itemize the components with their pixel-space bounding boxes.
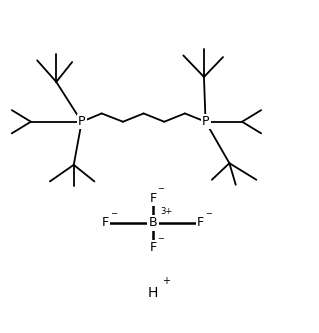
Text: 3+: 3+ [160, 206, 172, 215]
Text: −: − [158, 234, 165, 243]
Text: F: F [197, 216, 204, 229]
Text: −: − [205, 209, 212, 218]
Text: B: B [149, 216, 158, 229]
Text: H: H [148, 285, 158, 299]
Text: P: P [78, 115, 85, 128]
Text: F: F [150, 191, 157, 204]
Text: P: P [202, 115, 209, 128]
Text: F: F [102, 216, 109, 229]
Text: −: − [110, 209, 117, 218]
Text: F: F [150, 241, 157, 254]
Text: −: − [158, 184, 165, 193]
Text: +: + [162, 276, 170, 286]
